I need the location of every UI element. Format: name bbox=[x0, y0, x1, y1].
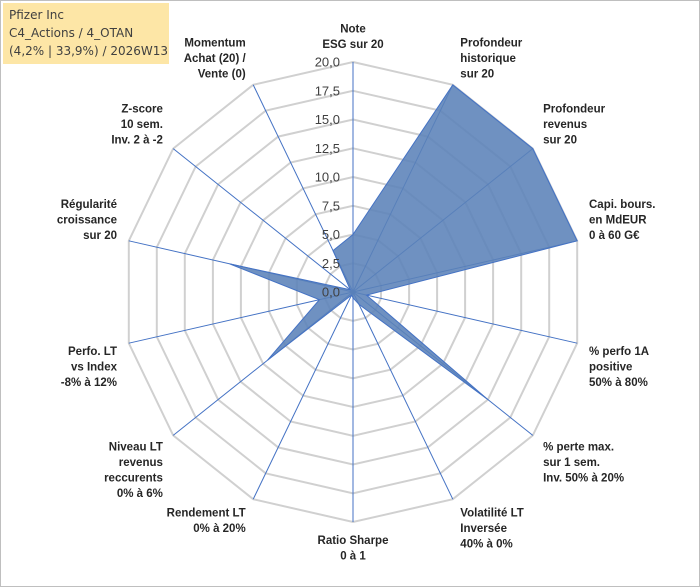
axis-label-line: revenus bbox=[119, 457, 163, 469]
axis-label-line: 40% à 0% bbox=[460, 538, 512, 550]
axis-label-line: Volatilité LT bbox=[460, 507, 523, 519]
axis-label: Z-score 10 sem. Inv. 2 à -2 bbox=[111, 104, 163, 147]
axis-label-line: Inversée bbox=[460, 523, 507, 535]
axis-label: Momentum Achat (20) / Vente (0) bbox=[184, 38, 247, 81]
data-point bbox=[352, 296, 355, 299]
tick-label: 5,0 bbox=[322, 227, 340, 242]
axis-spoke bbox=[128, 291, 354, 344]
tick-label: 10,0 bbox=[315, 170, 340, 185]
axis-label-line: Niveau LT bbox=[109, 441, 163, 453]
axis-label: Régularité croissance sur 20 bbox=[57, 199, 117, 242]
data-point bbox=[531, 147, 534, 150]
axis-spoke bbox=[352, 291, 454, 500]
axis-label-line: sur 20 bbox=[543, 135, 577, 147]
tick-label: 2,5 bbox=[322, 256, 340, 271]
tick-label: 7,5 bbox=[322, 198, 340, 213]
data-point bbox=[451, 83, 454, 86]
data-point bbox=[365, 294, 368, 297]
axis-label-line: Achat (20) / bbox=[184, 53, 247, 65]
axis-label: Perfo. LT vs Index -8% à 12% bbox=[61, 346, 118, 389]
data-point bbox=[228, 262, 231, 265]
axis-label: % perfo 1A positive 50% à 80% bbox=[589, 346, 649, 389]
axis-label-line: 0 à 60 G€ bbox=[589, 230, 640, 242]
axis-label-line: sur 20 bbox=[83, 230, 117, 242]
data-point bbox=[266, 359, 269, 362]
data-point bbox=[576, 239, 579, 242]
axis-label-line: Ratio Sharpe bbox=[318, 535, 389, 547]
axis-labels: Note ESG sur 20 Profondeur historique sur 20… bbox=[57, 24, 656, 563]
axis-label-line: Profondeur bbox=[543, 104, 605, 116]
axis-label-line: croissance bbox=[57, 215, 117, 227]
chart-title-box: Pfizer Inc C4_Actions / 4_OTAN (4,2% | 3… bbox=[3, 3, 169, 64]
axis-label: Rendement LT 0% à 20% bbox=[167, 507, 246, 535]
axis-label: Capi. bours. en MdEUR 0 à 60 G€ bbox=[589, 199, 655, 242]
axis-label: Note ESG sur 20 bbox=[322, 24, 383, 52]
data-point bbox=[358, 303, 361, 306]
tick-label: 15,0 bbox=[315, 112, 340, 127]
axis-spoke bbox=[352, 291, 578, 344]
axis-label: Volatilité LT Inversée 40% à 0% bbox=[460, 507, 523, 550]
data-point bbox=[318, 298, 321, 301]
axis-label: Profondeur historique sur 20 bbox=[460, 38, 522, 81]
chart-title-stats: (4,2% | 33,9%) / 2026W13 bbox=[9, 44, 168, 58]
axis-label-line: Momentum bbox=[184, 38, 245, 50]
axis-label-line: Note bbox=[340, 24, 366, 36]
axis-label: Ratio Sharpe 0 à 1 bbox=[318, 535, 389, 563]
chart-title-portfolio: C4_Actions / 4_OTAN bbox=[9, 26, 134, 40]
axis-label-line: 0 à 1 bbox=[340, 551, 366, 563]
axis-label-line: Z-score bbox=[121, 104, 163, 116]
axis-label-line: % perte max. bbox=[543, 441, 614, 453]
axis-label-line: 0% à 6% bbox=[117, 488, 163, 500]
tick-label: 17,5 bbox=[315, 83, 340, 98]
axis-spoke bbox=[252, 291, 354, 500]
axis-label-line: revenus bbox=[543, 119, 587, 131]
axis-label: Profondeur revenus sur 20 bbox=[543, 104, 605, 147]
radar-series bbox=[228, 83, 579, 401]
tick-label: 0,0 bbox=[322, 285, 340, 300]
axis-label-line: Inv. 50% à 20% bbox=[543, 472, 624, 484]
axis-label-line: historique bbox=[460, 53, 516, 65]
axis-label: Niveau LT revenus reccurents 0% à 6% bbox=[104, 441, 163, 500]
axis-label-line: positive bbox=[589, 362, 632, 374]
axis-label-line: ESG sur 20 bbox=[322, 39, 383, 51]
axis-spoke bbox=[172, 148, 354, 293]
data-point bbox=[332, 249, 335, 252]
data-point bbox=[350, 294, 353, 297]
axis-label-line: -8% à 12% bbox=[61, 377, 117, 389]
chart-title-company: Pfizer Inc bbox=[9, 8, 64, 22]
axis-label-line: Inv. 2 à -2 bbox=[111, 135, 163, 147]
axis-label: % perte max. sur 1 sem. Inv. 50% à 20% bbox=[543, 441, 624, 484]
axis-label-line: sur 1 sem. bbox=[543, 457, 600, 469]
tick-label: 12,5 bbox=[315, 141, 340, 156]
axis-label-line: en MdEUR bbox=[589, 215, 647, 227]
axis-label-line: 50% à 80% bbox=[589, 377, 648, 389]
tick-label: 20,0 bbox=[315, 55, 340, 70]
axis-label-line: Vente (0) bbox=[198, 69, 246, 81]
axis-label-line: Perfo. LT bbox=[68, 346, 117, 358]
data-point bbox=[352, 233, 355, 236]
axis-label-line: 0% à 20% bbox=[193, 523, 245, 535]
radial-tick-labels: 0,0 2,5 5,0 7,5 10,0 12,5 15,0 17,5 20,0 bbox=[315, 55, 340, 300]
data-point bbox=[486, 398, 489, 401]
axis-label-line: vs Index bbox=[71, 362, 118, 374]
axis-label-line: 10 sem. bbox=[121, 119, 163, 131]
axis-label-line: Régularité bbox=[61, 199, 117, 211]
axis-label-line: reccurents bbox=[104, 472, 163, 484]
axis-label-line: sur 20 bbox=[460, 69, 494, 81]
series-area bbox=[229, 84, 578, 401]
axis-label-line: % perfo 1A bbox=[589, 346, 649, 358]
data-point bbox=[349, 288, 352, 291]
axis-label-line: Capi. bours. bbox=[589, 199, 655, 211]
axis-label-line: Rendement LT bbox=[167, 507, 246, 519]
axis-label-line: Profondeur bbox=[460, 38, 522, 50]
